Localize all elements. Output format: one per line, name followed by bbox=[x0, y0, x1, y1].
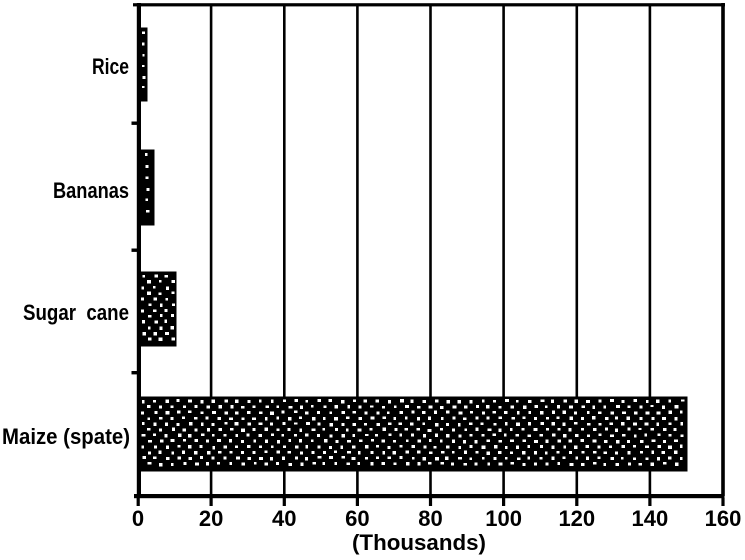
svg-text:40: 40 bbox=[272, 506, 296, 531]
svg-text:20: 20 bbox=[199, 506, 223, 531]
svg-text:Sugar cane: Sugar cane bbox=[23, 300, 129, 325]
svg-text:Rice: Rice bbox=[92, 54, 129, 79]
svg-text:60: 60 bbox=[345, 506, 369, 531]
svg-text:120: 120 bbox=[558, 506, 595, 531]
svg-text:0: 0 bbox=[132, 506, 144, 531]
svg-text:80: 80 bbox=[418, 506, 442, 531]
svg-text:(Thousands): (Thousands) bbox=[352, 530, 486, 555]
svg-text:Maize (spate): Maize (spate) bbox=[2, 424, 130, 449]
svg-text:Bananas: Bananas bbox=[53, 178, 129, 203]
svg-text:100: 100 bbox=[485, 506, 522, 531]
svg-text:140: 140 bbox=[632, 506, 669, 531]
svg-text:160: 160 bbox=[705, 506, 742, 531]
